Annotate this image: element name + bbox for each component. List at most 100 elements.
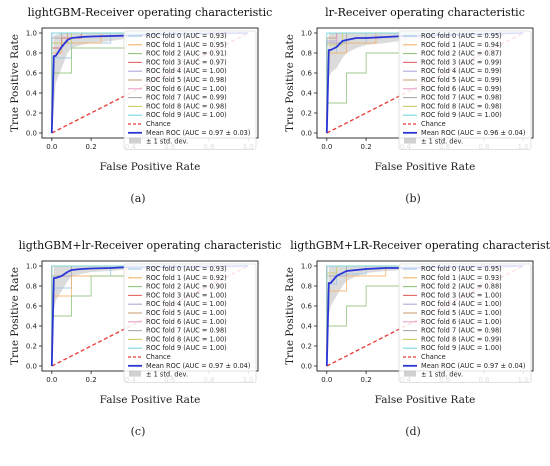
legend-swatch-band — [404, 137, 416, 144]
y-tick-label: 0.0 — [301, 363, 312, 371]
panel-caption: (b) — [405, 192, 421, 205]
legend-label-chance: Chance — [146, 353, 171, 361]
x-axis-label: False Positive Rate — [375, 394, 476, 406]
legend-label-fold-7: ROC fold 7 (AUC = 0.98) — [421, 94, 502, 102]
y-tick-label: 0.4 — [26, 90, 38, 98]
legend-swatch-band — [404, 370, 416, 377]
legend-box — [123, 30, 257, 150]
legend-label-band: ± 1 std. dev. — [146, 138, 188, 146]
legend-label-mean: Mean ROC (AUC = 0.97 ± 0.04) — [146, 362, 250, 370]
legend-label-fold-4: ROC fold 4 (AUC = 0.99) — [421, 67, 502, 75]
y-axis-label: True Positive Rate — [284, 267, 296, 365]
legend-label-fold-1: ROC fold 1 (AUC = 0.93) — [421, 274, 502, 282]
legend-label-mean: Mean ROC (AUC = 0.96 ± 0.04) — [421, 129, 525, 137]
legend-label-fold-5: ROC fold 5 (AUC = 0.99) — [421, 76, 502, 84]
legend-box — [398, 30, 532, 150]
legend-label-fold-2: ROC fold 2 (AUC = 0.91) — [146, 50, 227, 58]
y-tick-label: 0.2 — [301, 343, 312, 351]
legend-label-fold-5: ROC fold 5 (AUC = 1.00) — [146, 309, 227, 317]
y-tick-label: 1.0 — [26, 263, 37, 271]
legend-label-chance: Chance — [146, 120, 171, 128]
legend-label-fold-3: ROC fold 3 (AUC = 1.00) — [421, 291, 502, 299]
y-tick-label: 1.0 — [301, 263, 312, 271]
x-tick-label: 0.2 — [361, 143, 372, 151]
x-tick-label: 0.0 — [321, 376, 332, 384]
legend-label-fold-6: ROC fold 6 (AUC = 0.99) — [421, 85, 502, 93]
legend-label-fold-5: ROC fold 5 (AUC = 0.98) — [146, 76, 227, 84]
y-tick-label: 1.0 — [301, 30, 312, 38]
x-tick-label: 0.0 — [46, 376, 57, 384]
y-tick-label: 0.4 — [26, 323, 38, 331]
legend-box — [398, 263, 532, 383]
panel-caption: (c) — [131, 425, 146, 438]
y-tick-label: 0.0 — [26, 363, 37, 371]
x-tick-label: 0.2 — [86, 143, 97, 151]
y-tick-label: 0.6 — [26, 303, 38, 311]
legend-swatch-band — [129, 137, 141, 144]
roc-panel-c: ligthGBM+lr-Receiver operating character… — [0, 233, 281, 466]
legend-label-band: ± 1 std. dev. — [146, 371, 188, 379]
roc-chart-c: ligthGBM+lr-Receiver operating character… — [9, 239, 281, 438]
legend-box — [123, 263, 257, 383]
legend-label-mean: Mean ROC (AUC = 0.97 ± 0.04) — [421, 362, 525, 370]
x-tick-label: 0.2 — [361, 376, 372, 384]
legend-label-chance: Chance — [421, 353, 446, 361]
y-tick-label: 0.6 — [26, 70, 38, 78]
legend-label-fold-8: ROC fold 8 (AUC = 0.98) — [146, 102, 227, 110]
legend-label-fold-7: ROC fold 7 (AUC = 0.98) — [146, 327, 227, 335]
legend-label-fold-9: ROC fold 9 (AUC = 1.00) — [146, 111, 227, 119]
y-tick-label: 0.8 — [26, 50, 37, 58]
legend-label-fold-7: ROC fold 7 (AUC = 0.99) — [146, 94, 227, 102]
roc-chart-b: lr-Receiver operating characteristic 0.0 0… — [284, 6, 534, 205]
y-axis-label: True Positive Rate — [9, 267, 21, 365]
x-axis-label: False Positive Rate — [100, 394, 201, 406]
legend-label-band: ± 1 std. dev. — [421, 138, 463, 146]
chart-title: ligthGBM+lr-Receiver operating character… — [19, 239, 282, 252]
roc-panel-a: lightGBM-Receiver operating characterist… — [0, 0, 275, 233]
legend-label-fold-1: ROC fold 1 (AUC = 0.92) — [146, 274, 227, 282]
y-tick-label: 0.2 — [26, 343, 37, 351]
legend-label-mean: Mean ROC (AUC = 0.97 ± 0.03) — [146, 129, 250, 137]
y-tick-label: 1.0 — [26, 30, 37, 38]
chart-title: ligthGBM+LR-Receiver operating character… — [290, 239, 550, 252]
x-tick-label: 0.0 — [46, 143, 57, 151]
legend-label-fold-2: ROC fold 2 (AUC = 0.90) — [146, 283, 227, 291]
legend-label-fold-4: ROC fold 4 (AUC = 1.00) — [146, 300, 227, 308]
y-tick-label: 0.2 — [301, 110, 312, 118]
legend-label-fold-6: ROC fold 6 (AUC = 1.00) — [421, 318, 502, 326]
y-tick-label: 0.0 — [301, 130, 312, 138]
legend-label-fold-9: ROC fold 9 (AUC = 1.00) — [146, 344, 227, 352]
panel-caption: (d) — [405, 425, 421, 438]
y-tick-label: 0.6 — [301, 70, 313, 78]
y-tick-label: 0.0 — [26, 130, 37, 138]
chart-title: lr-Receiver operating characteristic — [325, 6, 525, 19]
panel-caption: (a) — [130, 192, 145, 205]
legend-label-fold-9: ROC fold 9 (AUC = 1.00) — [421, 344, 502, 352]
legend-label-fold-9: ROC fold 9 (AUC = 1.00) — [421, 111, 502, 119]
x-tick-label: 0.2 — [86, 376, 97, 384]
legend-label-fold-0: ROC fold 0 (AUC = 0.95) — [421, 32, 502, 40]
y-tick-label: 0.4 — [301, 323, 313, 331]
legend-label-fold-3: ROC fold 3 (AUC = 0.99) — [421, 58, 502, 66]
y-tick-label: 0.4 — [301, 90, 313, 98]
legend-label-fold-0: ROC fold 0 (AUC = 0.93) — [146, 32, 227, 40]
legend-label-fold-4: ROC fold 4 (AUC = 1.00) — [146, 67, 227, 75]
legend-label-fold-8: ROC fold 8 (AUC = 1.00) — [146, 335, 227, 343]
roc-panel-d: ligthGBM+LR-Receiver operating character… — [275, 233, 550, 466]
legend-label-band: ± 1 std. dev. — [421, 371, 463, 379]
legend-label-fold-3: ROC fold 3 (AUC = 1.00) — [146, 291, 227, 299]
legend-label-fold-1: ROC fold 1 (AUC = 0.95) — [146, 41, 227, 49]
chart-title: lightGBM-Receiver operating characterist… — [28, 6, 273, 19]
legend-label-fold-0: ROC fold 0 (AUC = 0.93) — [146, 265, 227, 273]
legend-label-fold-3: ROC fold 3 (AUC = 0.97) — [146, 58, 227, 66]
legend-label-fold-5: ROC fold 5 (AUC = 1.00) — [421, 309, 502, 317]
legend-label-fold-8: ROC fold 8 (AUC = 0.99) — [421, 335, 502, 343]
y-tick-label: 0.8 — [26, 283, 37, 291]
roc-chart-a: lightGBM-Receiver operating characterist… — [9, 6, 273, 205]
y-tick-label: 0.2 — [26, 110, 37, 118]
y-tick-label: 0.6 — [301, 303, 313, 311]
legend-label-fold-6: ROC fold 6 (AUC = 1.00) — [146, 85, 227, 93]
x-axis-label: False Positive Rate — [100, 161, 201, 173]
legend-label-fold-6: ROC fold 6 (AUC = 1.00) — [146, 318, 227, 326]
